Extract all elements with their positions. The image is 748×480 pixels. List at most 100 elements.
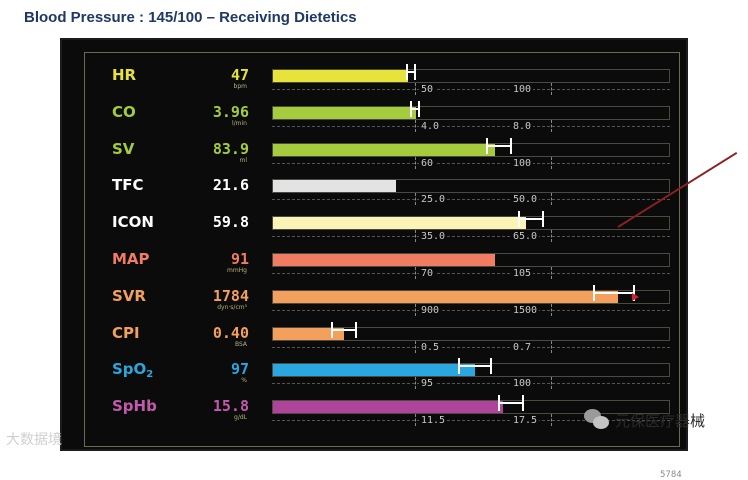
bar-track: [272, 326, 670, 341]
slide-title: Blood Pressure : 145/100 – Receiving Die…: [24, 9, 357, 26]
scale-label: 50.0: [511, 194, 540, 206]
scale-tick: [415, 156, 416, 169]
scale-tick: [551, 377, 552, 390]
scale-tick: [551, 156, 552, 169]
scale-label: 60: [419, 157, 436, 169]
scale-label: 100: [511, 84, 534, 95]
parameter-unit: g/dL: [234, 414, 247, 422]
bar-fill: [273, 327, 344, 340]
scale-label: 4.0: [419, 120, 442, 132]
bar-fill: [273, 364, 475, 377]
parameter-label: CPI: [112, 323, 140, 342]
bar-track: [272, 69, 670, 83]
scale-tick: [551, 340, 552, 353]
bar-scale: 25.0 50.0: [272, 193, 670, 207]
bar-fill: [273, 180, 396, 193]
parameter-value: 15.8: [212, 397, 249, 416]
scale-tick: [415, 340, 416, 353]
bar-fill: [273, 290, 618, 303]
parameter-value: 21.6: [212, 176, 249, 195]
scale-label: 11.5: [419, 415, 448, 427]
bar-track: [272, 142, 670, 157]
parameter-value: 83.9: [212, 139, 249, 158]
parameter-label: CO: [112, 102, 136, 121]
bar-track: [272, 400, 670, 415]
parameter-label: ICON: [112, 213, 154, 232]
parameter-value: 3.96: [212, 102, 249, 121]
parameter-row-cpi: CPI 0.40 BSA 0.5 0.7: [85, 319, 679, 355]
scale-label: 25.0: [419, 194, 448, 206]
watermark-left-text: 大数据境: [6, 432, 62, 448]
bar-track: [272, 216, 670, 231]
parameter-value: 47: [230, 66, 249, 84]
parameter-unit: mmHg: [226, 267, 247, 274]
scale-label: 17.5: [511, 415, 540, 427]
parameter-row-tfc: TFC 21.6 25.0 50.0: [85, 171, 679, 207]
monitor-footer-number: 5784: [660, 470, 682, 480]
bar-scale: 35.0 65.0: [272, 230, 670, 244]
bar-fill: [273, 143, 495, 156]
parameter-row-sphb: SpHb 15.8 g/dL 11.5 17.5: [85, 392, 679, 428]
scale-label: 65.0: [511, 231, 540, 243]
parameter-row-co: CO 3.96 l/min 4.0 8.0: [85, 98, 679, 134]
scale-tick: [415, 267, 416, 279]
bar-scale: 11.5 17.5: [272, 414, 670, 428]
error-bar: [458, 358, 492, 382]
bar-scale: 0.5 0.7: [272, 340, 670, 355]
wechat-icon: [584, 409, 610, 431]
error-bar: [498, 395, 524, 419]
bar-fill: [273, 254, 495, 266]
scale-tick: [551, 119, 552, 132]
bar-track: [272, 363, 670, 378]
bar-fill: [273, 401, 503, 414]
scale-label: 8.0: [511, 120, 534, 132]
parameter-label: TFC: [112, 176, 144, 195]
scale-tick: [415, 303, 416, 316]
bar-fill: [273, 70, 408, 82]
parameter-row-hr: HR 47 bpm 50 100: [85, 61, 679, 97]
scale-label: 0.7: [511, 341, 534, 353]
watermark-left: 大数据境: [6, 429, 62, 449]
parameter-unit: bpm: [233, 83, 247, 90]
scale-tick: [415, 230, 416, 243]
scale-label: 100: [511, 157, 534, 169]
parameter-unit: ml: [239, 156, 247, 164]
parameter-row-svr: SVR 1784 dyn·s/cm⁵ 900 1500: [85, 282, 679, 318]
parameter-label: SpO2: [112, 360, 154, 381]
bar-track: [272, 289, 670, 304]
bar-track: [272, 179, 670, 194]
parameter-row-sv: SV 83.9 ml 60 100: [85, 135, 679, 171]
scale-label: 70: [419, 268, 436, 279]
parameter-unit: %: [241, 377, 247, 385]
parameter-row-spo2: SpO2 97% 95 100: [85, 355, 679, 391]
error-bar: [331, 321, 357, 346]
parameter-value: 59.8: [212, 213, 249, 232]
scale-tick: [415, 119, 416, 132]
scale-tick: [415, 414, 416, 427]
scale-label: 105: [511, 268, 534, 279]
bar-scale: 70 105: [272, 267, 670, 281]
parameter-label: HR: [112, 66, 137, 84]
error-bar: [593, 284, 635, 309]
parameter-value: 91: [230, 250, 249, 268]
bar-scale: 60 100: [272, 156, 670, 171]
scale-tick: [551, 230, 552, 243]
hemodynamic-monitor-screen: HR 47 bpm 50 100 CO 3.96 l/min 4.0 8.0 SV 83.9 ml 60 1…: [60, 38, 688, 480]
bar-scale: 50 100: [272, 83, 670, 97]
parameter-label: SpHb: [112, 397, 157, 416]
parameter-row-icon: ICON 59.8 35.0 65.0: [85, 208, 679, 244]
bar-fill: [273, 106, 416, 119]
watermark-right-text: 元保医疗器械: [615, 411, 706, 430]
parameter-label: SVR: [112, 286, 146, 305]
scale-tick: [415, 83, 416, 95]
error-bar: [486, 137, 512, 162]
scale-label: 100: [511, 378, 534, 390]
scale-tick: [551, 193, 552, 206]
error-bar: [518, 211, 544, 235]
bar-track: [272, 105, 670, 120]
scale-label: 95: [419, 378, 436, 390]
error-bar: [406, 64, 416, 88]
parameter-label: MAP: [112, 250, 150, 268]
scale-tick: [551, 303, 552, 316]
bar-scale: 4.0 8.0: [272, 119, 670, 134]
